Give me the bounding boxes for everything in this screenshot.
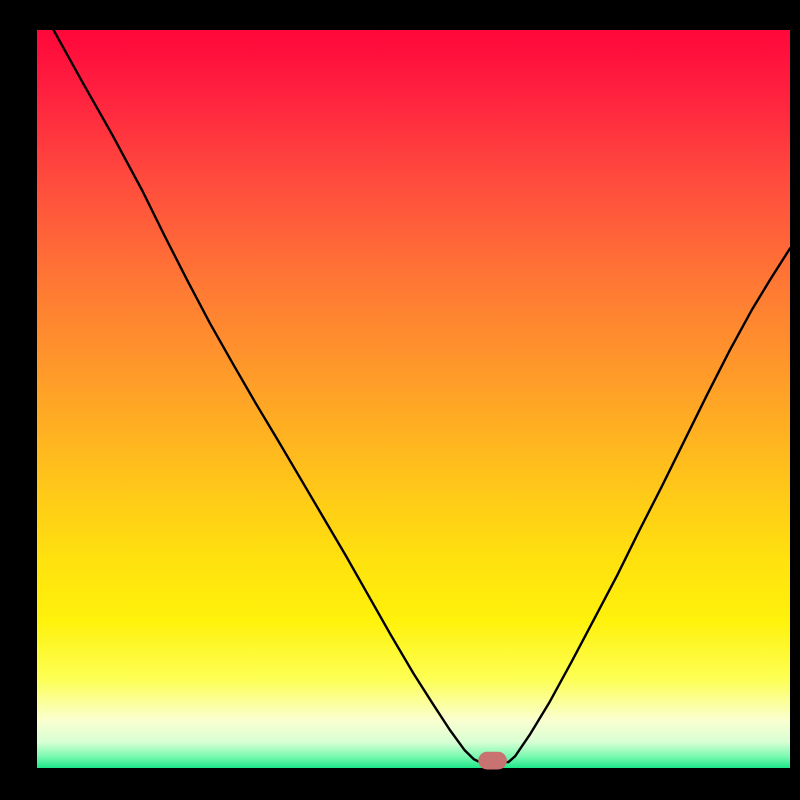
plot-gradient-background — [37, 30, 790, 768]
chart-container: TheBottleneck.com — [0, 0, 800, 800]
bottleneck-chart — [0, 0, 800, 800]
target-marker — [478, 752, 507, 770]
